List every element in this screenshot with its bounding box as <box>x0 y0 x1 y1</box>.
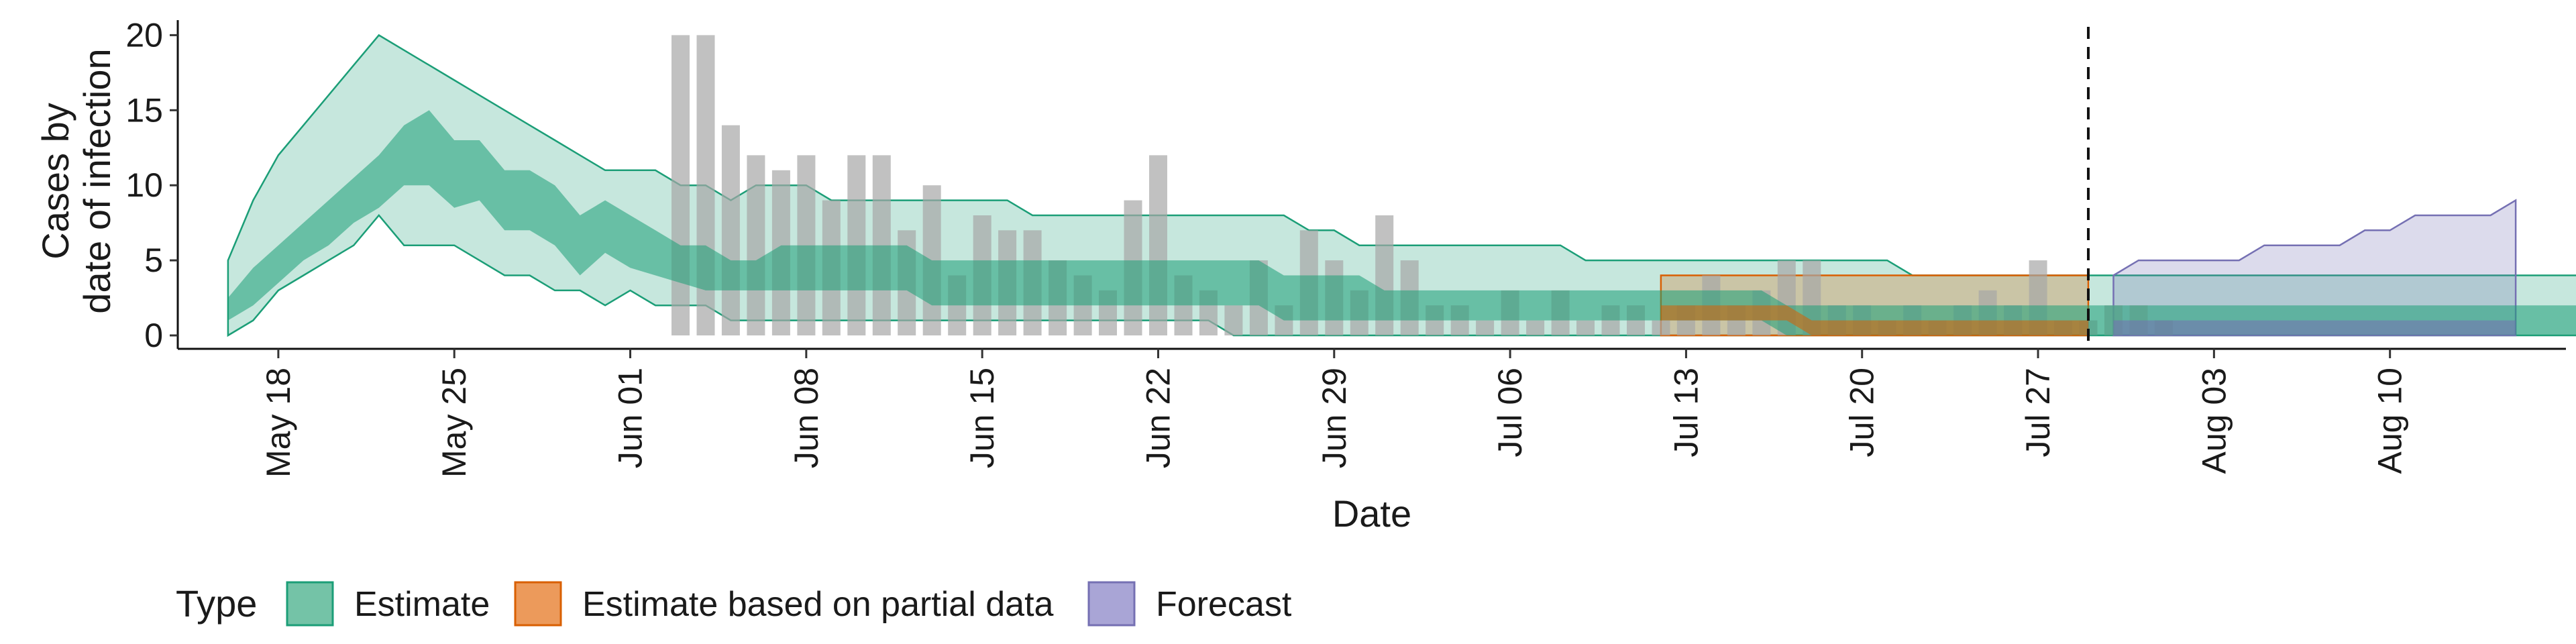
x-tick-label: May 18 <box>260 368 297 478</box>
band-inner-2 <box>1660 305 2088 335</box>
x-tick-label: May 25 <box>435 368 473 478</box>
x-tick-label: Jul 27 <box>2019 368 2057 457</box>
x-tick-label: Aug 03 <box>2195 368 2233 474</box>
band-inner-1 <box>227 110 2576 335</box>
y-axis-title-line: date of infection <box>76 48 118 313</box>
legend-key-1 <box>286 581 334 627</box>
axes: 0 5 10 15 20 May 18 May 25 Jun 01 Jun 08 Jun 15 Ju… <box>34 16 2566 535</box>
observed-bar <box>747 155 765 335</box>
x-tick-label: Jun 01 <box>612 368 649 468</box>
legend-key-2 <box>514 581 562 627</box>
observed-bar <box>1476 320 1495 335</box>
legend: Type Estimate Estimate based on partial da… <box>176 581 1292 627</box>
plot-inner-bands <box>227 110 2576 335</box>
x-tick-label: Jul 06 <box>1491 368 1529 457</box>
x-tick-label: Jun 29 <box>1316 368 1353 468</box>
x-tick-label: Jul 20 <box>1843 368 1881 457</box>
y-tick-label: 5 <box>144 241 163 279</box>
band-inner-3 <box>2113 320 2516 335</box>
y-axis-title: Cases bydate of infection <box>34 48 118 313</box>
legend-label-3: Forecast <box>1156 585 1292 624</box>
y-axis-title-line: Cases by <box>34 103 76 259</box>
observed-bar <box>672 35 690 336</box>
x-tick-label: Aug 10 <box>2371 368 2409 474</box>
y-tick-label: 20 <box>125 16 163 54</box>
x-tick-label: Jun 22 <box>1140 368 1177 468</box>
x-tick-label: Jun 15 <box>963 368 1001 468</box>
y-tick-label: 15 <box>125 91 163 129</box>
legend-key-3 <box>1087 581 1136 627</box>
observed-bar <box>1149 155 1167 335</box>
observed-bar <box>1576 320 1595 335</box>
observed-bar <box>1526 320 1545 335</box>
legend-label-2: Estimate based on partial data <box>582 585 1054 624</box>
x-tick-label: Jul 13 <box>1667 368 1705 457</box>
x-axis-title: Date <box>1332 492 1411 535</box>
legend-title: Type <box>176 582 257 625</box>
observed-bar <box>1224 305 1243 335</box>
observed-bar <box>1652 320 1670 335</box>
y-tick-label: 10 <box>125 166 163 204</box>
legend-label-1: Estimate <box>354 585 490 624</box>
x-tick-label: Jun 08 <box>788 368 825 468</box>
observed-bar <box>721 125 740 335</box>
y-tick-label: 0 <box>144 317 163 354</box>
